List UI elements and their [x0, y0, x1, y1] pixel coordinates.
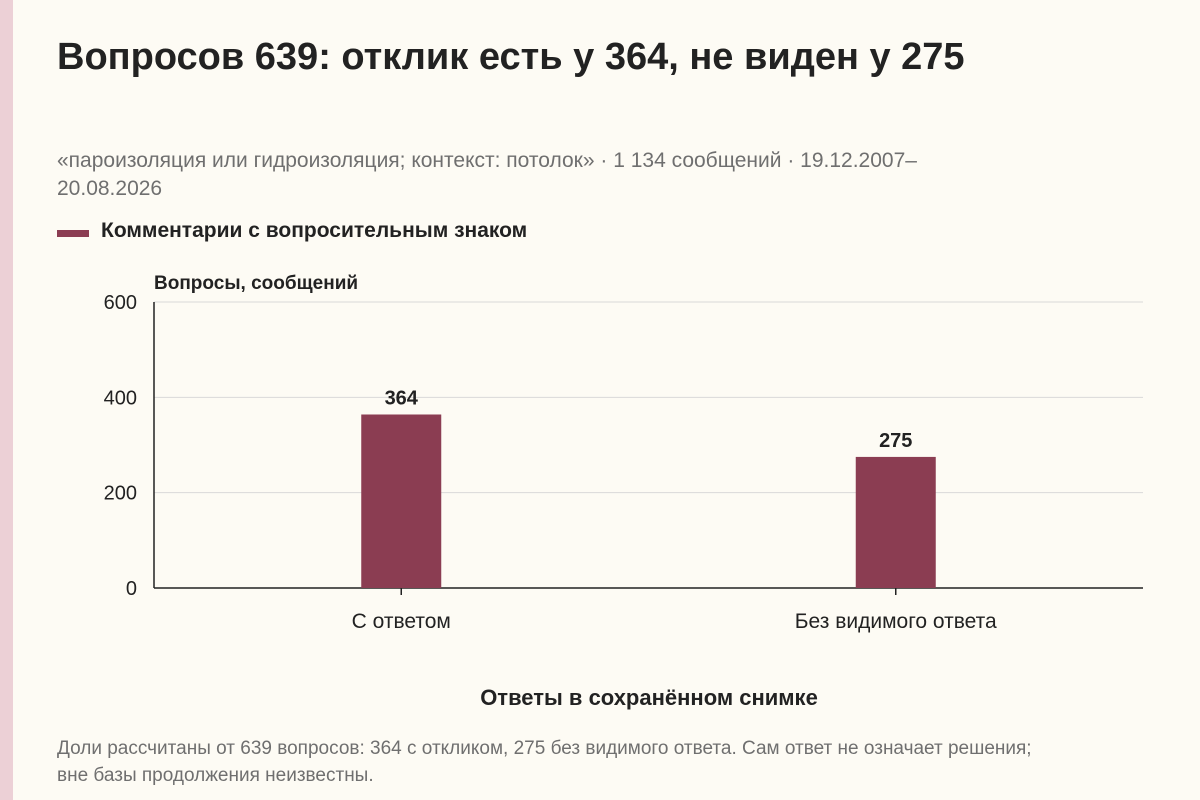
chart-title: Вопросов 639: отклик есть у 364, не виде…	[57, 36, 965, 78]
bar	[855, 456, 936, 588]
footnote: Доли рассчитаны от 639 вопросов: 364 с о…	[57, 738, 1032, 786]
legend: Комментарии с вопросительным знаком	[57, 219, 527, 243]
y-tick-label: 400	[104, 387, 137, 409]
y-tick-label: 200	[104, 483, 137, 505]
x-category-label: С ответом	[352, 610, 451, 633]
x-axis-title: Ответы в сохранённом снимке	[480, 685, 818, 710]
x-category-label: Без видимого ответа	[795, 610, 997, 633]
y-axis-title: Вопросы, сообщений	[154, 273, 359, 294]
data-label: 364	[385, 387, 419, 409]
accent-strip	[0, 0, 13, 800]
data-label: 275	[879, 430, 912, 452]
legend-label: Комментарии с вопросительным знаком	[101, 219, 528, 242]
bar	[361, 414, 442, 588]
y-tick-label: 600	[104, 292, 137, 314]
chart-subtitle: «пароизоляция или гидроизоляция; контекс…	[57, 149, 917, 200]
y-tick-label: 0	[126, 578, 137, 600]
legend-swatch	[57, 229, 89, 237]
